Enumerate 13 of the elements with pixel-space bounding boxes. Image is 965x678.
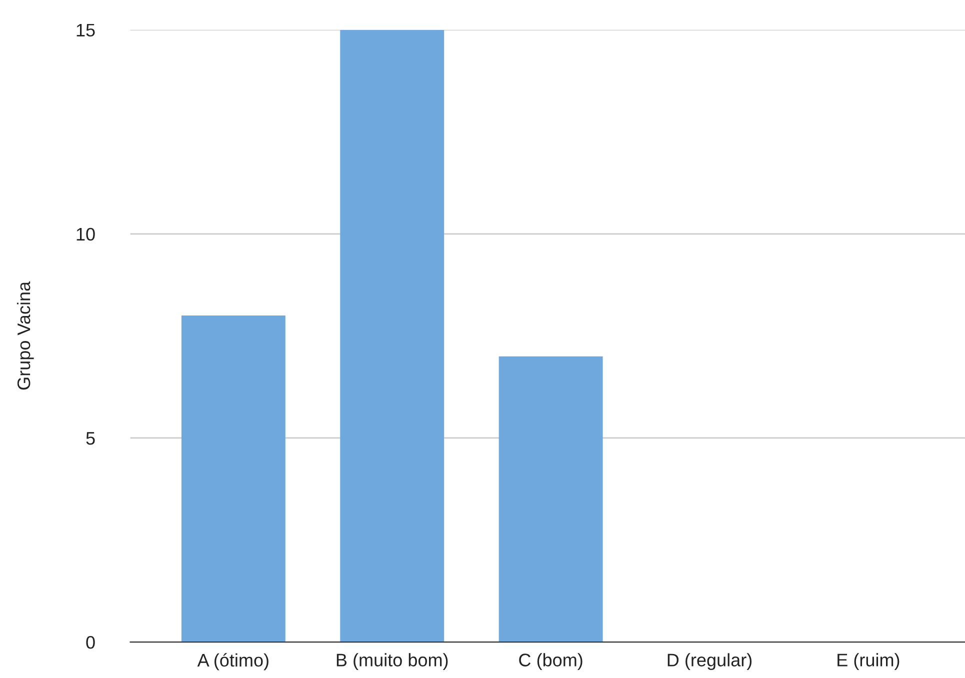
y-tick-label: 15: [76, 24, 95, 37]
x-tick-label: A (ótimo): [197, 653, 268, 670]
x-tick-label: D (regular): [668, 653, 752, 670]
x-tick-label: C (bom): [519, 653, 582, 670]
y-tick-label: 0: [86, 636, 95, 649]
x-tick-label: B (muito bom): [336, 653, 448, 670]
bar: [181, 316, 286, 642]
bar: [340, 30, 444, 642]
y-tick-label: 10: [76, 228, 95, 241]
y-tick-label: 5: [86, 432, 95, 445]
bar: [498, 356, 603, 642]
x-tick-label: E (ruim): [838, 653, 900, 670]
y-axis-title: Grupo Vacina: [16, 281, 34, 390]
